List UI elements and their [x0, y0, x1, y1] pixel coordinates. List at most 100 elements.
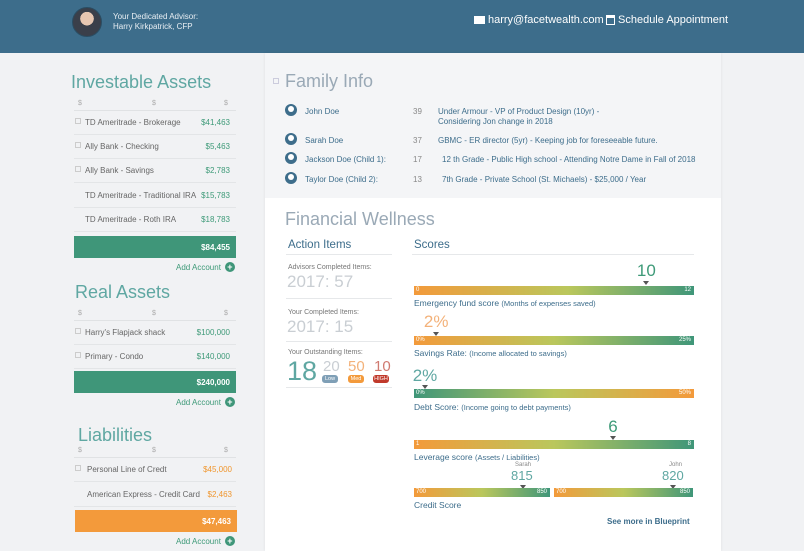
- person-icon: [285, 172, 297, 184]
- leverage-score-value: 6: [608, 417, 618, 436]
- your-completed-value: 2017: 15: [287, 317, 354, 336]
- investable-row[interactable]: TD Ameritrade - Roth IRA $18,783: [74, 208, 236, 232]
- score-marker: [433, 332, 440, 336]
- family-member-note: Under Armour - VP of Product Design (10y…: [438, 107, 600, 126]
- high-count: 10: [374, 358, 391, 375]
- person-icon: [285, 152, 297, 164]
- plus-icon: +: [224, 262, 235, 272]
- real-ruler: $ $ $: [74, 310, 236, 321]
- checkbox-icon[interactable]: [273, 78, 279, 84]
- investable-total: $84,455: [74, 236, 236, 258]
- advisors-completed-value: 2017: 57: [287, 272, 354, 291]
- score-marker: [520, 485, 526, 489]
- add-liability-account-button[interactable]: Add Account +: [176, 536, 235, 546]
- leverage-score-label: Leverage score (Assets / Liabilities): [414, 452, 540, 462]
- plus-icon: +: [224, 536, 235, 546]
- investable-row[interactable]: TD Ameritrade - Brokerage $41,463: [74, 111, 236, 135]
- real-assets-total: $240,000: [74, 371, 236, 393]
- add-real-account-button[interactable]: Add Account +: [176, 397, 235, 407]
- low-badge[interactable]: Low: [322, 375, 338, 383]
- sarah-credit-bar: 700 850: [414, 488, 550, 497]
- schedule-text: Schedule Appointment: [618, 14, 729, 26]
- savings-rate-bar: 0% 25%: [414, 336, 694, 345]
- divider: [286, 387, 392, 388]
- checkbox-icon[interactable]: [75, 328, 81, 334]
- add-investable-account-button[interactable]: Add Account +: [176, 262, 235, 272]
- investable-row[interactable]: Ally Bank - Savings $2,783: [74, 159, 236, 183]
- outstanding-items-label: Your Outstanding Items:: [288, 349, 363, 356]
- investable-row[interactable]: TD Ameritrade - Traditional IRA $15,783: [74, 184, 236, 208]
- divider: [286, 298, 392, 299]
- john-credit-value: 820: [662, 468, 684, 483]
- email-link[interactable]: harry@facetwealth.com: [474, 14, 604, 26]
- person-icon: [285, 133, 297, 145]
- score-marker: [609, 436, 616, 440]
- liability-row[interactable]: American Express - Credit Card $2,463: [74, 483, 236, 507]
- liabilities-total: $47,463: [75, 510, 237, 532]
- real-assets-title: Real Assets: [75, 282, 171, 302]
- low-count: 20: [323, 358, 340, 375]
- family-member-age: 13: [413, 175, 422, 184]
- family-member-note: 12 th Grade - Public High school - Atten…: [442, 155, 696, 164]
- divider: [286, 254, 392, 255]
- checkbox-icon[interactable]: [75, 352, 81, 358]
- liabilities-title: Liabilities: [78, 425, 153, 445]
- savings-rate-value: 2%: [423, 312, 449, 331]
- investable-ruler: $ $ $: [74, 100, 236, 111]
- family-member-name[interactable]: John Doe: [305, 107, 340, 116]
- score-marker: [643, 281, 650, 285]
- family-member-name[interactable]: Jackson Doe (Child 1):: [305, 155, 386, 164]
- family-member-name[interactable]: Sarah Doe: [305, 136, 344, 145]
- john-label: John: [669, 462, 683, 468]
- med-badge[interactable]: Med: [348, 375, 364, 383]
- advisors-completed-label: Advisors Completed Items:: [288, 264, 372, 271]
- checkbox-icon[interactable]: [75, 465, 81, 471]
- family-member-note: 7th Grade - Private School (St. Michaels…: [442, 175, 647, 184]
- med-count: 50: [348, 358, 365, 375]
- mail-icon: [474, 16, 485, 24]
- advisor-caption: Your Dedicated Advisor:: [113, 12, 199, 21]
- plus-icon: +: [224, 397, 235, 407]
- checkbox-icon[interactable]: [75, 166, 81, 172]
- sarah-label: Sarah: [515, 462, 532, 468]
- divider: [412, 254, 694, 255]
- top-header: [0, 0, 804, 53]
- family-info-title: Family Info: [285, 71, 374, 91]
- calendar-icon: [606, 15, 615, 25]
- financial-wellness-title: Financial Wellness: [285, 209, 435, 229]
- debt-score-value: 2%: [412, 366, 438, 385]
- savings-rate-label: Savings Rate: (Income allocated to savin…: [414, 348, 567, 358]
- advisor-avatar[interactable]: [72, 7, 102, 37]
- email-text: harry@facetwealth.com: [488, 14, 604, 26]
- family-member-age: 37: [413, 136, 422, 145]
- divider: [286, 341, 392, 342]
- liabilities-ruler: $ $ $: [74, 447, 236, 458]
- family-member-age: 17: [413, 155, 422, 164]
- outstanding-total: 18: [287, 356, 318, 386]
- score-marker: [422, 385, 429, 389]
- liability-row[interactable]: Personal Line of Credt $45,000: [74, 458, 236, 482]
- high-badge[interactable]: HIGH: [373, 375, 389, 383]
- emergency-fund-value: 10: [636, 261, 656, 280]
- your-completed-label: Your Completed Items:: [288, 309, 359, 316]
- schedule-appointment-link[interactable]: Schedule Appointment: [606, 14, 728, 26]
- debt-score-label: Debt Score: (Income going to debt paymen…: [414, 402, 571, 412]
- action-items-title: Action Items: [288, 239, 352, 251]
- checkbox-icon[interactable]: [75, 118, 81, 124]
- credit-score-label: Credit Score: [414, 500, 462, 510]
- investable-row[interactable]: Ally Bank - Checking $5,463: [74, 135, 236, 159]
- advisor-name[interactable]: Harry Kirkpatrick, CFP: [113, 22, 193, 31]
- scores-title: Scores: [414, 239, 450, 251]
- emergency-fund-bar: 0 12: [414, 286, 694, 295]
- family-member-age: 39: [413, 107, 422, 116]
- sarah-credit-value: 815: [511, 468, 533, 483]
- checkbox-icon[interactable]: [75, 142, 81, 148]
- score-marker: [670, 485, 676, 489]
- debt-score-bar: 0% 50%: [414, 389, 694, 398]
- family-member-name[interactable]: Taylor Doe (Child 2):: [305, 175, 378, 184]
- real-asset-row[interactable]: Primary - Condo $140,000: [74, 345, 236, 369]
- see-more-blueprint-link[interactable]: See more in Blueprint: [607, 517, 690, 526]
- real-asset-row[interactable]: Harry's Flapjack shack $100,000: [74, 321, 236, 345]
- family-info-section: [265, 53, 721, 198]
